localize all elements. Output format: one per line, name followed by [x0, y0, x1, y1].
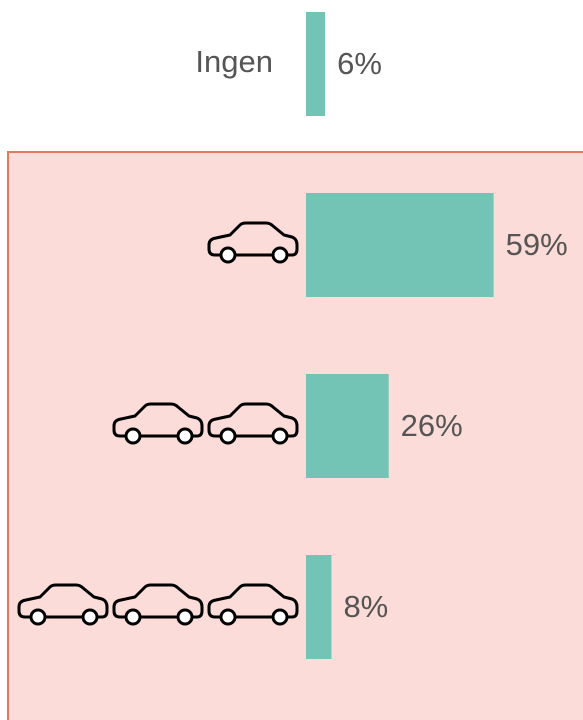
bar	[306, 12, 326, 116]
category-label: Ingen	[195, 44, 273, 79]
bar	[306, 193, 494, 297]
bar	[306, 555, 332, 659]
bar	[306, 374, 389, 478]
value-label: 59%	[506, 227, 568, 262]
value-label: 8%	[343, 589, 388, 624]
value-label: 6%	[337, 46, 382, 81]
value-label: 26%	[401, 408, 463, 443]
